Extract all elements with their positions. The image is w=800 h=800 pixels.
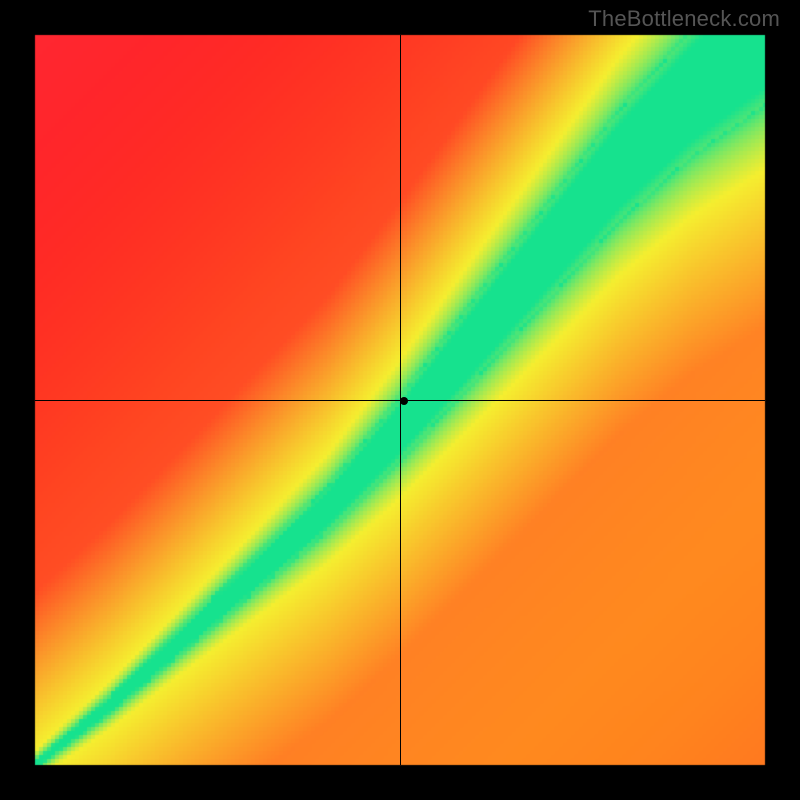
chart-stage: TheBottleneck.com: [0, 0, 800, 800]
watermark-text: TheBottleneck.com: [588, 6, 780, 32]
